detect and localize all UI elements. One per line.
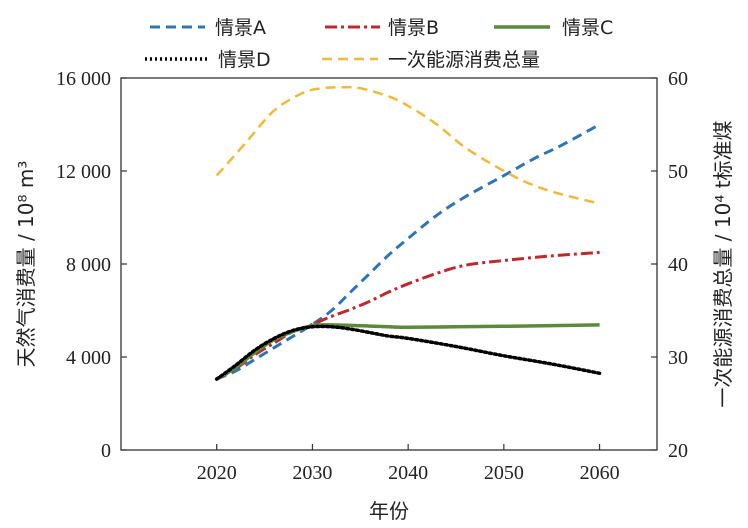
series-layer xyxy=(214,85,602,381)
legend-label-a: 情景A xyxy=(215,17,266,39)
plot-area-border xyxy=(120,77,658,451)
y-left-tick-label: 8 000 xyxy=(66,254,111,276)
legend: 情景A 情景B 情景C 情景D 一次能源消费总量 xyxy=(145,17,613,71)
y-right-tick-label: 20 xyxy=(668,440,688,462)
y-right-tick-label: 50 xyxy=(668,161,688,183)
x-tick-label: 2060 xyxy=(580,462,620,484)
legend-item-a: 情景A xyxy=(150,17,266,39)
legend-item-b: 情景B xyxy=(325,17,439,39)
series-line-b xyxy=(215,250,600,381)
x-tick-label: 2020 xyxy=(197,462,237,484)
y-right-tick-label: 30 xyxy=(668,347,688,369)
y-right-axis-title: 一次能源消费总量 / 10⁴ t标准煤 xyxy=(711,120,735,407)
x-tick-label: 2040 xyxy=(388,462,428,484)
x-tick-label: 2030 xyxy=(292,462,332,484)
plot-frame xyxy=(120,77,658,451)
x-axis-title: 年份 xyxy=(369,499,409,523)
legend-label-c: 情景C xyxy=(562,17,613,39)
legend-item-d: 情景D xyxy=(145,49,271,71)
y-left-axis-title: 天然气消费量 / 10⁸ m³ xyxy=(14,161,38,368)
legend-item-c: 情景C xyxy=(494,17,613,39)
x-tick-label: 2050 xyxy=(484,462,524,484)
series-line-d xyxy=(214,324,602,381)
y-left-tick-label: 4 000 xyxy=(66,347,111,369)
y-left-tick-label: 0 xyxy=(101,440,111,462)
y-right-tick-label: 40 xyxy=(668,254,688,276)
legend-item-total: 一次能源消费总量 xyxy=(322,49,540,71)
legend-label-d: 情景D xyxy=(218,49,271,71)
y-right-tick-label: 60 xyxy=(668,68,688,90)
legend-label-total: 一次能源消费总量 xyxy=(388,49,540,71)
legend-label-b: 情景B xyxy=(388,17,439,39)
series-line-total xyxy=(215,85,600,205)
y-left-tick-label: 16 000 xyxy=(56,68,111,90)
y-left-tick-label: 12 000 xyxy=(56,161,111,183)
series-line-c xyxy=(215,323,600,381)
